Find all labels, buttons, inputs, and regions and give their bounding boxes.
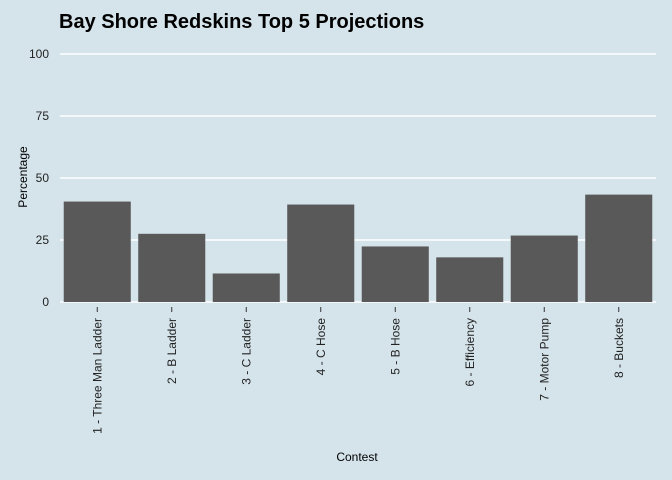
x-axis-ticks: 1 - Three Man Ladder 2 - B Ladder 3 - C La… xyxy=(90,307,626,434)
bar-3 xyxy=(212,273,280,302)
y-axis-title: Percentage xyxy=(16,146,30,208)
y-axis-ticks: 0 25 50 75 100 xyxy=(29,47,49,309)
x-tick-label: 5 - B Hose xyxy=(388,318,402,375)
y-tick-label: 100 xyxy=(29,47,49,61)
x-tick-label: 3 - C Ladder xyxy=(239,318,253,385)
y-tick-label: 0 xyxy=(42,295,49,309)
bar-4 xyxy=(287,204,355,302)
x-tick-label: 8 - Buckets xyxy=(612,318,626,378)
x-tick-label: 7 - Motor Pump xyxy=(537,318,551,401)
y-tick-label: 50 xyxy=(36,171,50,185)
bar-1 xyxy=(63,201,131,302)
y-tick-label: 75 xyxy=(36,109,50,123)
bar-2 xyxy=(138,233,206,302)
y-tick-label: 25 xyxy=(36,233,50,247)
bars xyxy=(63,194,653,302)
x-tick-label: 6 - Efficiency xyxy=(463,318,477,386)
bar-5 xyxy=(361,246,429,302)
x-tick-label: 2 - B Ladder xyxy=(165,318,179,384)
bar-8 xyxy=(585,194,653,302)
x-axis-title: Contest xyxy=(336,450,378,464)
bar-7 xyxy=(510,235,578,302)
x-tick-label: 4 - C Hose xyxy=(314,318,328,376)
chart-title: Bay Shore Redskins Top 5 Projections xyxy=(59,11,425,33)
bar-6 xyxy=(436,257,504,302)
x-tick-label: 1 - Three Man Ladder xyxy=(90,318,104,434)
